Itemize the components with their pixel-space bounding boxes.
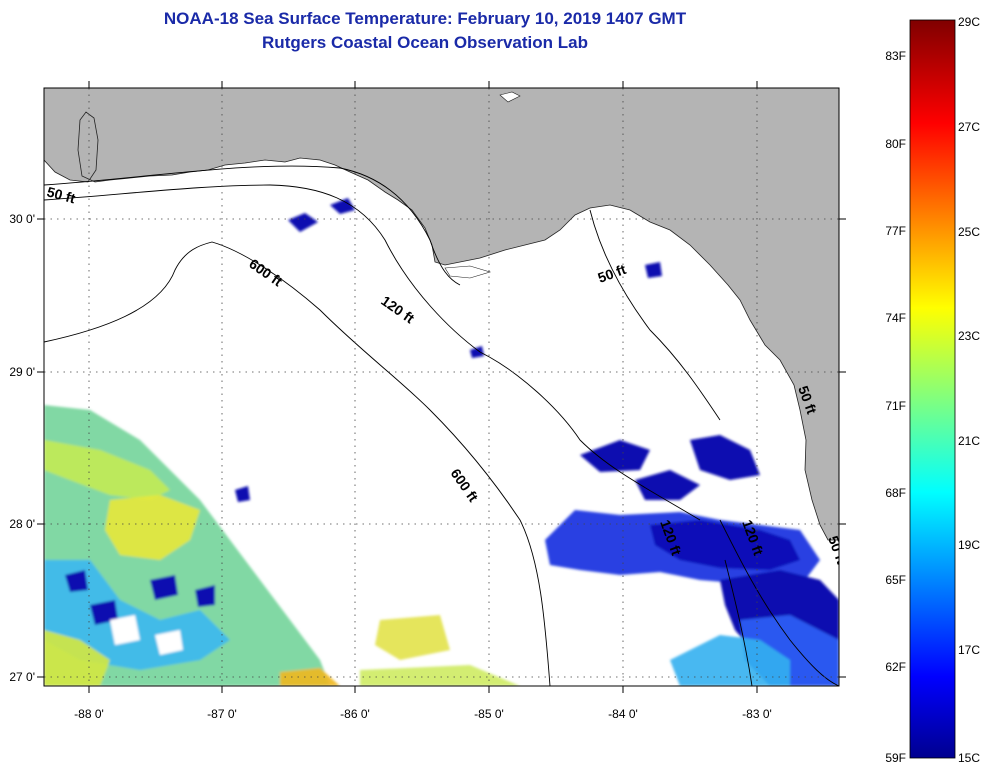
- colorbar-celsius-label: 15C: [958, 751, 980, 765]
- colorbar-fahrenheit-label: 59F: [885, 751, 906, 765]
- colorbar-celsius-label: 27C: [958, 120, 980, 134]
- lat-label: 30 0': [9, 212, 35, 226]
- colorbar-celsius-label: 23C: [958, 329, 980, 343]
- colorbar-fahrenheit-label: 65F: [885, 573, 906, 587]
- lon-label: -83 0': [742, 707, 772, 721]
- colorbar-celsius-label: 25C: [958, 225, 980, 239]
- lat-label: 28 0': [9, 517, 35, 531]
- lat-lon-grid: [44, 88, 839, 686]
- colorbar-fahrenheit-label: 80F: [885, 137, 906, 151]
- colorbar-celsius-label: 19C: [958, 538, 980, 552]
- colorbar-celsius-label: 17C: [958, 643, 980, 657]
- lon-label: -88 0': [74, 707, 104, 721]
- lon-label: -86 0': [340, 707, 370, 721]
- colorbar-celsius-label: 29C: [958, 15, 980, 29]
- map-subtitle: Rutgers Coastal Ocean Observation Lab: [262, 33, 588, 52]
- colorbar-fahrenheit-label: 71F: [885, 399, 906, 413]
- map-frame: [43, 87, 840, 687]
- bathymetry-contours: [44, 165, 839, 686]
- colorbar-fahrenheit-label: 77F: [885, 224, 906, 238]
- lat-label: 29 0': [9, 365, 35, 379]
- map-title: NOAA-18 Sea Surface Temperature: Februar…: [163, 9, 687, 28]
- lon-label: -87 0': [207, 707, 237, 721]
- lat-label: 27 0': [9, 670, 35, 684]
- colorbar-fahrenheit-label: 62F: [885, 660, 906, 674]
- axis-ticks: [37, 81, 846, 693]
- temperature-colorbar: [909, 19, 956, 759]
- lon-label: -85 0': [474, 707, 504, 721]
- lon-label: -84 0': [608, 707, 638, 721]
- colorbar-celsius-label: 21C: [958, 434, 980, 448]
- sst-data-layer: [288, 198, 839, 686]
- colorbar-fahrenheit-label: 74F: [885, 311, 906, 325]
- colorbar-fahrenheit-label: 83F: [885, 49, 906, 63]
- colorbar-fahrenheit-label: 68F: [885, 486, 906, 500]
- contour-label: 50 ft: [45, 183, 77, 206]
